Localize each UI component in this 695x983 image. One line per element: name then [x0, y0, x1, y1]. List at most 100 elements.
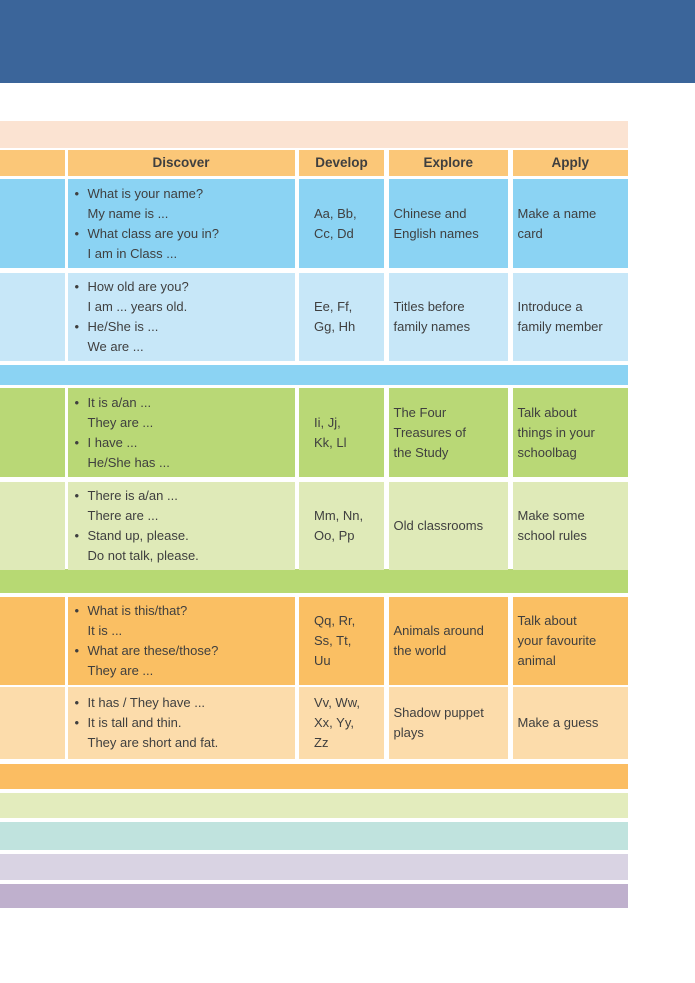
sentence-line: It is ... [75, 621, 289, 641]
unit-separator-band [0, 365, 628, 385]
bullet-icon [75, 506, 88, 526]
bullet-icon [75, 661, 88, 681]
explore-cell: The Four Treasures of the Study [388, 388, 508, 477]
bullet-icon: • [74, 394, 80, 410]
apply-cell: Make some school rules [512, 482, 628, 570]
sentence-text: I am in Class ... [87, 245, 178, 261]
unit-separator-band [0, 764, 628, 789]
sentence-line: He/She has ... [75, 453, 289, 473]
purple-band [0, 884, 628, 908]
bullet-icon [75, 621, 88, 641]
explore-text: Shadow puppet plays [393, 705, 484, 740]
yellow-green-band [0, 793, 628, 818]
explore-text: Animals around the world [393, 623, 484, 658]
sentence-text: It is tall and thin. [87, 715, 182, 730]
bullet-icon: • [74, 603, 80, 618]
sentence-text: They are ... [87, 663, 154, 678]
header-label: Develop [315, 155, 368, 170]
sentence-text: Do not talk, please. [87, 548, 199, 563]
develop-cell: Aa, Bb, Cc, Dd [299, 179, 384, 268]
sentence-text: What are these/those? [87, 643, 219, 658]
bullet-icon [75, 453, 88, 473]
discover-cell: • There is a/an ... There are ... • Stand up… [67, 482, 295, 570]
apply-text: Introduce a family member [517, 299, 603, 334]
sentence-text: We are ... [87, 339, 144, 354]
header-explore-cell: Explore [388, 150, 508, 176]
explore-text: Titles before family names [393, 299, 471, 334]
sentence-text: They are short and fat. [87, 735, 219, 750]
sentence-line: • How old are you? [75, 277, 289, 297]
bullet-icon: • [74, 185, 80, 201]
bullet-icon [75, 244, 88, 264]
letters-text: Mm, Nn, Oo, Pp [314, 508, 364, 543]
table-row: • What is your name? My name is ... • What c… [0, 179, 628, 268]
apply-cell: Make a name card [512, 179, 628, 268]
table-header-row: Discover Develop Explore Apply [0, 150, 628, 176]
sentence-line: • Stand up, please. [75, 526, 289, 546]
unit-label-cell [0, 388, 65, 477]
develop-cell: Ii, Jj, Kk, Ll [299, 388, 384, 477]
sentence-line: • What are these/those? [75, 641, 289, 661]
sentence-line: • I have ... [75, 433, 289, 453]
apply-cell: Talk about things in your schoolbag [512, 388, 628, 477]
sentence-line: Do not talk, please. [75, 546, 289, 566]
sentence-text: There is a/an ... [87, 488, 178, 503]
unit-label-cell [0, 597, 65, 685]
discover-cell: • It is a/an ... They are ... • I have ... He… [67, 388, 295, 477]
bullet-icon [75, 297, 88, 317]
contents-table: Discover Develop Explore Apply • What is your… [0, 150, 628, 908]
sentence-line: They are ... [75, 661, 289, 681]
apply-text: Make a name card [517, 205, 597, 241]
header-unit-cell [0, 150, 65, 176]
letters-text: Ee, Ff, Gg, Hh [314, 299, 356, 334]
sentence-line: • It is tall and thin. [75, 713, 289, 733]
sentence-line: My name is ... [75, 204, 289, 224]
discover-cell: • What is your name? My name is ... • What c… [67, 179, 295, 268]
apply-text: Make a guess [517, 715, 599, 730]
bullet-icon: • [74, 488, 80, 503]
develop-cell: Qq, Rr, Ss, Tt, Uu [299, 597, 384, 685]
sentence-text: They are ... [87, 414, 154, 430]
apply-text: Talk about your favourite animal [517, 613, 597, 668]
bullet-icon [75, 337, 88, 357]
explore-cell: Old classrooms [388, 482, 508, 570]
apply-text: Make some school rules [517, 508, 587, 543]
explore-cell: Chinese and English names [388, 179, 508, 268]
bullet-icon [75, 204, 88, 224]
header-label: Apply [551, 155, 589, 170]
sentence-line: They are short and fat. [75, 733, 289, 753]
bullet-icon: • [74, 319, 80, 334]
bullet-icon: • [74, 225, 80, 241]
letters-text: Ii, Jj, Kk, Ll [314, 414, 347, 450]
sentence-line: They are ... [75, 413, 289, 433]
letters-text: Qq, Rr, Ss, Tt, Uu [314, 613, 356, 668]
sentence-text: What is your name? [87, 185, 204, 201]
header-discover-cell: Discover [67, 150, 295, 176]
unit-label-cell [0, 482, 65, 570]
sentence-text: It has / They have ... [87, 695, 206, 710]
header-apply-cell: Apply [512, 150, 628, 176]
bullet-icon: • [74, 715, 80, 730]
bullet-icon: • [74, 643, 80, 658]
unit-label-cell [0, 179, 65, 268]
bullet-icon [75, 733, 88, 753]
table-row: • It has / They have ... • It is tall and t… [0, 687, 628, 759]
develop-cell: Mm, Nn, Oo, Pp [299, 482, 384, 570]
letters-text: Aa, Bb, Cc, Dd [314, 205, 357, 241]
unit-separator-band [0, 569, 628, 593]
bullet-icon [75, 546, 88, 566]
sentence-line: • He/She is ... [75, 317, 289, 337]
teal-band [0, 822, 628, 850]
develop-cell: Ee, Ff, Gg, Hh [299, 273, 384, 361]
discover-cell: • How old are you? I am ... years old. • He/… [67, 273, 295, 361]
sentence-line: • What is this/that? [75, 601, 289, 621]
explore-text: Old classrooms [393, 518, 484, 533]
header-label: Explore [423, 155, 474, 170]
explore-text: The Four Treasures of the Study [393, 404, 467, 460]
sentence-text: What class are you in? [87, 225, 220, 241]
sentence-line: • What class are you in? [75, 224, 289, 244]
section-header-band [0, 121, 628, 148]
table-row: • It is a/an ... They are ... • I have ... He… [0, 388, 628, 477]
sentence-text: I am ... years old. [87, 299, 188, 314]
